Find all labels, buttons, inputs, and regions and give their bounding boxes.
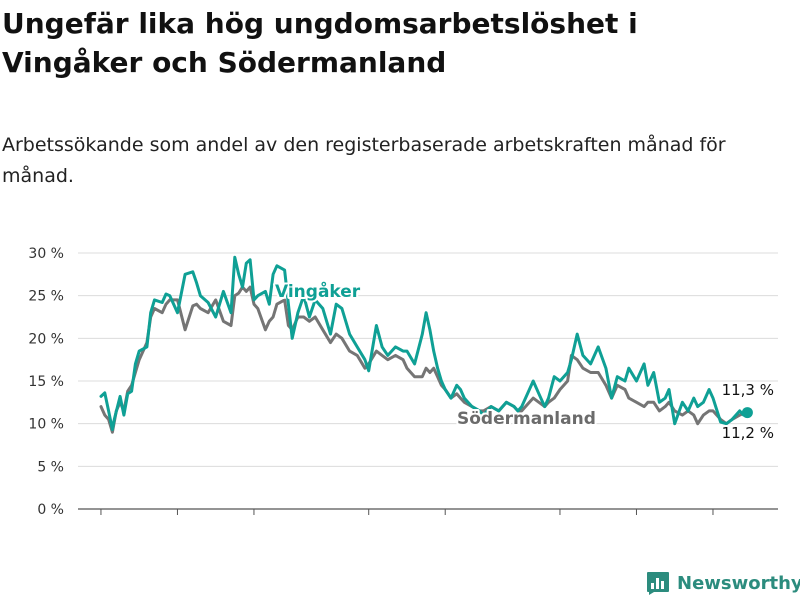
- y-tick-label: 15 %: [28, 374, 64, 390]
- line-chart: 0 % 5 % 10 % 15 % 20 % 25 % 30 % 2008201020122…: [28, 246, 778, 518]
- end-value-label-vingaker: 11,3 %: [722, 381, 774, 399]
- series-line-vingaker: [99, 255, 749, 432]
- series-labels: Vingåker Södermanland 11,3 % 11,2 %: [273, 278, 776, 444]
- y-tick-label: 25 %: [28, 289, 64, 305]
- series-label-sodermanland: Södermanland: [457, 409, 596, 429]
- bar-chart-logo-icon: [647, 572, 669, 595]
- series-lines: [99, 255, 753, 434]
- chart-subtitle: Arbetssökande som andel av den registerb…: [2, 134, 726, 187]
- brand-logo: Newsworthy: [645, 569, 800, 597]
- y-tick-label: 5 %: [37, 459, 64, 475]
- brand-name: Newsworthy: [677, 572, 800, 594]
- chart-title: Ungefär lika hög ungdomsarbetslöshet i V…: [2, 7, 638, 79]
- y-tick-label: 20 %: [28, 331, 64, 347]
- series-label-vingaker: Vingåker: [275, 280, 361, 302]
- end-value-label-sodermanland: 11,2 %: [722, 424, 774, 442]
- y-tick-label: 10 %: [28, 417, 64, 433]
- gridlines: [78, 252, 778, 510]
- x-axis: 20082010201220152017202020222024: [100, 509, 714, 515]
- y-tick-label: 0 %: [37, 502, 64, 518]
- y-tick-label: 30 %: [28, 246, 64, 262]
- series-end-point: [741, 407, 753, 419]
- series-line-sodermanland: [99, 285, 749, 434]
- y-axis: 0 % 5 % 10 % 15 % 20 % 25 % 30 %: [28, 246, 64, 518]
